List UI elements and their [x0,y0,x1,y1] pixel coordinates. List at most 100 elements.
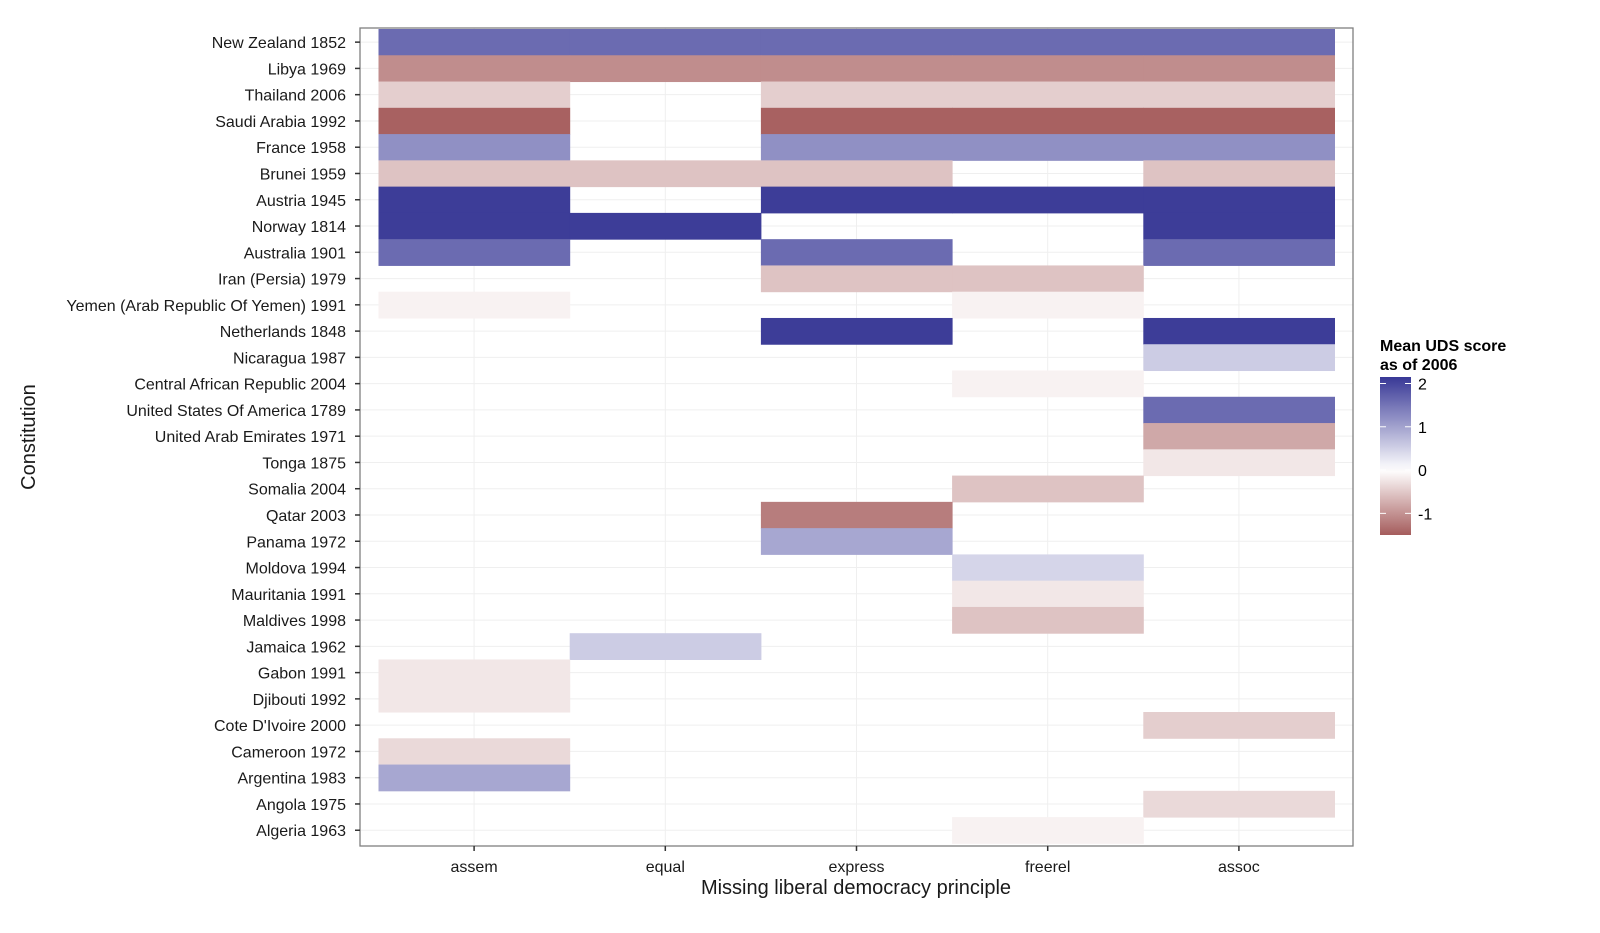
heatmap-cell [378,107,571,135]
heatmap-cell [760,528,953,555]
heatmap-cell [952,29,1144,56]
y-tick-label: Argentina 1983 [237,771,346,788]
heatmap-cell [1143,186,1335,214]
heatmap-cell [760,29,953,56]
y-tick-label: Qatar 2003 [266,508,346,525]
legend-tick-label: 2 [1418,376,1427,393]
heatmap-cell [1143,81,1335,109]
y-tick-label: Tonga 1875 [262,455,346,472]
heatmap-cell [952,186,1144,214]
y-tick-label: Yemen (Arab Republic Of Yemen) 1991 [66,298,346,315]
legend-tick-label: 1 [1418,420,1427,437]
heatmap-cells [378,29,1335,844]
heatmap-cell [1143,212,1335,240]
legend-colorbar [1380,377,1411,535]
y-tick-label: Maldives 1998 [243,613,346,630]
heatmap-cell [760,81,953,109]
heatmap-cell [378,29,571,56]
x-tick-label: assem [451,859,498,876]
heatmap-cell [1143,239,1335,266]
heatmap-cell [760,55,953,83]
y-tick-label: United Arab Emirates 1971 [155,429,346,446]
heatmap-cell [1143,107,1335,135]
heatmap-cell [952,817,1144,844]
heatmap-cell [760,239,953,266]
y-tick-label: Gabon 1991 [258,666,346,683]
heatmap-cell [1143,449,1335,477]
heatmap-cell [569,55,762,83]
heatmap-cell [1143,317,1335,345]
y-tick-label: Libya 1969 [268,61,346,78]
heatmap-cell [378,738,571,766]
heatmap-cell [760,265,953,293]
heatmap-cell [1143,423,1335,450]
y-tick-label: Thailand 2006 [245,88,347,105]
y-tick-label: New Zealand 1852 [212,35,346,52]
y-tick-label: United States Of America 1789 [126,403,346,420]
heatmap-cell [378,291,571,319]
heatmap-cell [952,81,1144,109]
heatmap-cell [378,659,571,687]
heatmap-cell [378,239,571,266]
y-tick-label: Cote D'Ivoire 2000 [214,718,346,735]
y-tick-label: Cameroon 1972 [231,744,346,761]
heatmap-cell [952,554,1144,582]
x-axis-title: Missing liberal democracy principle [701,877,1011,899]
heatmap-cell [760,501,953,529]
legend-title-line2: as of 2006 [1380,357,1457,374]
x-tick-label: assoc [1218,859,1260,876]
x-tick-label: freerel [1025,859,1070,876]
heatmap-cell [760,160,953,188]
heatmap-cell [952,606,1144,634]
heatmap-cell [1143,134,1335,161]
y-tick-label: Central African Republic 2004 [134,377,346,394]
legend: Mean UDS score as of 2006 2 1 0 -1 [1380,338,1506,535]
y-tick-label: Netherlands 1848 [220,324,346,341]
heatmap-cell [1143,790,1335,818]
heatmap-cell [378,134,571,161]
heatmap-cell [952,580,1144,608]
x-axis: assem equal express freerel assoc [451,846,1260,876]
heatmap-cell [760,134,953,161]
heatmap-cell [378,186,571,214]
y-tick-label: Jamaica 1962 [246,639,346,656]
y-tick-label: Austria 1945 [256,193,346,210]
heatmap-cell [1143,396,1335,424]
x-tick-label: equal [646,859,685,876]
heatmap-cell [569,160,762,188]
heatmap-cell [1143,344,1335,372]
x-tick-label: express [828,859,884,876]
legend-title-line1: Mean UDS score [1380,338,1506,355]
heatmap-cell [569,633,762,660]
heatmap-cell [378,212,571,240]
y-tick-label: Iran (Persia) 1979 [218,272,346,289]
y-tick-label: Angola 1975 [256,797,346,814]
y-axis: New Zealand 1852 Libya 1969 Thailand 2006 S… [66,35,360,840]
heatmap-cell [760,317,953,345]
heatmap-cell [952,134,1144,161]
y-tick-label: Mauritania 1991 [231,587,346,604]
heatmap-cell [378,764,571,792]
heatmap-cell [952,370,1144,398]
heatmap-cell [952,107,1144,135]
heatmap-cell [1143,29,1335,56]
heatmap-cell [378,160,571,188]
y-tick-label: France 1958 [256,140,346,157]
heatmap-cell [1143,55,1335,83]
y-tick-label: Norway 1814 [252,219,346,236]
y-tick-label: Panama 1972 [246,534,346,551]
heatmap-cell [1143,712,1335,739]
heatmap-cell [760,186,953,214]
heatmap-cell [952,265,1144,293]
y-tick-label: Nicaragua 1987 [233,350,346,367]
y-tick-label: Somalia 2004 [248,482,346,499]
heatmap-cell [952,291,1144,319]
y-tick-label: Algeria 1963 [256,823,346,840]
legend-tick-label: 0 [1418,463,1427,480]
heatmap-cell [569,212,762,240]
heatmap-cell [378,685,571,713]
y-tick-label: Djibouti 1992 [253,692,347,709]
y-tick-label: Australia 1901 [244,245,346,262]
heatmap-cell [569,29,762,56]
